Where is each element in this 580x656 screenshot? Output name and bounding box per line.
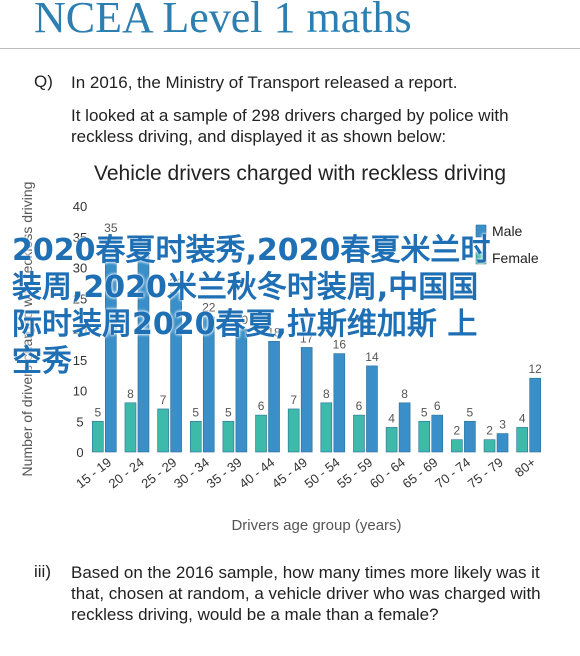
bar — [124, 402, 137, 453]
rule — [0, 48, 580, 49]
legend-swatch — [475, 224, 487, 238]
data-label: 35 — [104, 221, 118, 235]
bar — [398, 402, 411, 453]
bar — [529, 377, 541, 453]
bar — [157, 408, 169, 453]
header-title: NCEA Level 1 maths — [34, 0, 412, 42]
data-label: 5 — [421, 405, 428, 419]
data-label: 26 — [169, 276, 183, 290]
x-tick-label: 25 - 29 — [138, 455, 179, 492]
chart-title: Vehicle drivers charged with reckless dr… — [94, 162, 506, 185]
data-label: 14 — [365, 350, 379, 364]
x-tick-label: 35 - 39 — [204, 455, 245, 492]
bar — [451, 439, 463, 453]
question-marker: Q) — [34, 72, 53, 91]
x-tick-label: 75 - 79 — [465, 455, 506, 492]
bar — [235, 328, 248, 453]
part-marker: iii) — [34, 562, 51, 581]
data-label: 8 — [323, 387, 330, 401]
data-label: 18 — [267, 325, 281, 339]
question-line: In 2016, the Ministry of Transport relea… — [71, 73, 458, 92]
bar — [222, 420, 235, 453]
data-label: 6 — [356, 399, 363, 413]
bar — [333, 353, 346, 453]
x-tick-label: 65 - 69 — [399, 455, 440, 492]
bar — [92, 420, 104, 453]
data-label: 4 — [388, 411, 395, 425]
x-tick-label: 50 - 54 — [302, 455, 343, 492]
bar — [268, 341, 280, 453]
y-tick-label: 25 — [73, 291, 87, 306]
x-tick-label: 70 - 74 — [432, 455, 473, 492]
data-label: 5 — [467, 405, 474, 419]
legend-label: Female — [492, 250, 539, 266]
bar — [320, 402, 333, 453]
y-tick-label: 40 — [73, 199, 87, 214]
bar — [496, 433, 509, 453]
data-label: 7 — [160, 393, 167, 407]
x-tick-label: 40 - 44 — [236, 455, 277, 492]
bar — [516, 427, 528, 453]
x-tick-label: 45 - 49 — [269, 455, 310, 492]
y-axis-label: Number of drivers charged with reckless … — [19, 182, 35, 477]
y-tick-label: 35 — [73, 230, 87, 245]
data-label: 12 — [528, 362, 542, 376]
bar — [300, 347, 313, 453]
bar — [483, 439, 496, 453]
data-label: 2 — [486, 424, 493, 438]
data-label: 7 — [290, 393, 297, 407]
bar — [431, 414, 444, 453]
y-tick-label: 5 — [76, 414, 83, 429]
bar — [366, 365, 378, 453]
x-tick-label: 80+ — [512, 455, 539, 480]
bar — [105, 236, 117, 453]
part-text: Based on the 2016 sample, how many times… — [71, 563, 541, 624]
x-axis-label: Drivers age group (years) — [231, 517, 401, 534]
x-tick-label: 15 - 19 — [73, 455, 114, 492]
x-tick-label: 30 - 34 — [171, 455, 212, 492]
bar — [287, 408, 300, 453]
x-tick-label: 55 - 59 — [334, 455, 375, 492]
data-label: 5 — [94, 405, 101, 419]
bar — [255, 414, 267, 453]
bar — [189, 420, 202, 453]
data-label: 6 — [434, 399, 441, 413]
bar — [418, 420, 431, 453]
y-tick-label: 20 — [73, 322, 87, 337]
legend-swatch — [475, 251, 487, 265]
data-label: 2 — [454, 424, 461, 438]
data-label: 8 — [127, 387, 134, 401]
x-tick-label: 60 - 64 — [367, 455, 408, 492]
data-label: 17 — [300, 331, 314, 345]
y-tick-label: 15 — [73, 353, 87, 368]
data-label: 16 — [333, 338, 347, 352]
data-label: 8 — [401, 387, 408, 401]
y-tick-label: 10 — [73, 384, 87, 399]
data-label: 32 — [137, 239, 151, 253]
bar — [170, 291, 182, 453]
y-tick-label: 30 — [73, 261, 87, 276]
bar — [202, 316, 215, 453]
data-label: 5 — [225, 405, 232, 419]
y-tick-label: 0 — [76, 445, 83, 460]
data-label: 4 — [519, 411, 526, 425]
data-label: 22 — [202, 301, 216, 315]
data-label: 3 — [499, 418, 506, 432]
bar — [353, 414, 365, 453]
x-tick-label: 20 - 24 — [106, 455, 147, 492]
data-label: 6 — [258, 399, 265, 413]
legend-label: Male — [492, 223, 523, 239]
bar — [464, 420, 476, 453]
data-label: 5 — [192, 405, 199, 419]
bar — [385, 427, 398, 453]
chart: Vehicle drivers charged with reckless dr… — [19, 162, 542, 534]
bar — [137, 254, 150, 453]
data-label: 20 — [235, 313, 249, 327]
question-line: It looked at a sample of 298 drivers cha… — [71, 106, 509, 146]
